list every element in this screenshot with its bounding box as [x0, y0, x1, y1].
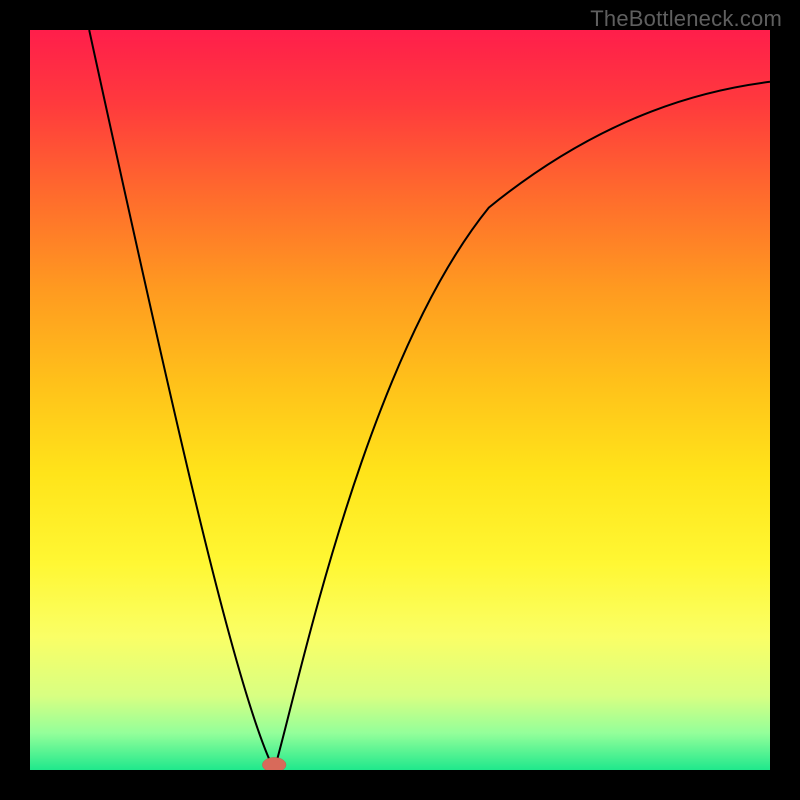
watermark-text: TheBottleneck.com — [590, 6, 782, 32]
plot-area — [30, 30, 770, 770]
gradient-background — [30, 30, 770, 770]
bottleneck-curve-chart — [30, 30, 770, 770]
chart-frame: TheBottleneck.com — [0, 0, 800, 800]
